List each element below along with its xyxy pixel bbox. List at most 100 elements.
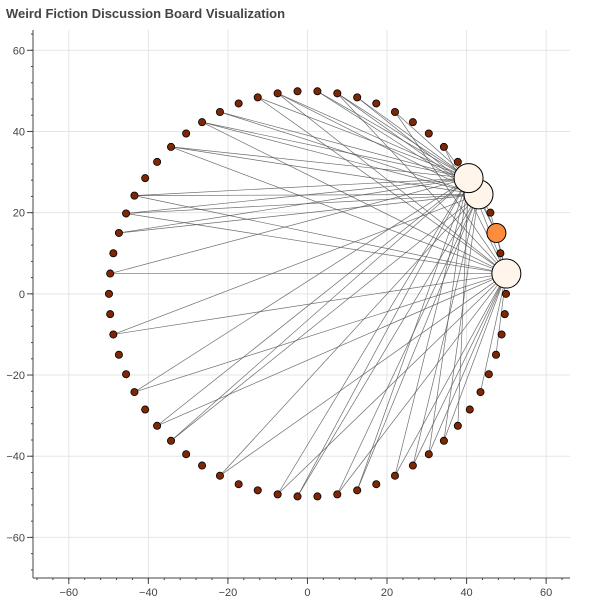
edge-line (428, 273, 507, 455)
node-point (453, 157, 462, 166)
node-point (353, 486, 362, 495)
edge-line (110, 177, 469, 274)
edge-line (336, 194, 479, 495)
node-point (122, 370, 131, 379)
node-point (408, 461, 417, 470)
edge-line (113, 194, 479, 335)
node-point (130, 388, 139, 397)
node-point (424, 450, 433, 459)
x-tick-label: −40 (139, 587, 158, 599)
node-point (104, 289, 113, 298)
node-point (313, 87, 322, 96)
node-point (293, 492, 302, 501)
node-point (496, 249, 505, 258)
x-tick-label: −60 (59, 587, 78, 599)
node-point (491, 258, 522, 289)
node-point (390, 107, 399, 116)
edge-line (317, 90, 469, 179)
edge-line (443, 146, 507, 274)
node-point (273, 89, 282, 98)
node-point (122, 209, 131, 218)
node-point (253, 486, 262, 495)
node-point (167, 142, 176, 151)
edge-line (219, 194, 479, 476)
y-tick-label: 40 (13, 126, 25, 138)
y-tick-label: −60 (6, 532, 25, 544)
edge-line (257, 97, 469, 179)
node-point (424, 129, 433, 138)
node-point (501, 289, 510, 298)
node-point (372, 99, 381, 108)
edge-line (412, 194, 479, 466)
node-point (198, 461, 207, 470)
node-point (114, 350, 123, 359)
edge-line (412, 273, 507, 466)
edge-line (134, 177, 469, 196)
edge-line (277, 93, 469, 179)
node-point (182, 129, 191, 138)
node-point (198, 118, 207, 127)
node-point (500, 310, 509, 319)
node-point (313, 492, 322, 501)
edge-line (170, 194, 479, 442)
x-tick-label: 40 (460, 587, 472, 599)
node-point (106, 310, 115, 319)
node-point (215, 107, 224, 116)
node-point (106, 269, 115, 278)
chart-title: Weird Fiction Discussion Board Visualiza… (6, 6, 286, 21)
edge-line (134, 195, 507, 274)
node-point (141, 405, 150, 414)
edge-line (170, 177, 469, 442)
axis-layer: −60 −40 −20 0 20 40 60 60 40 20 0 −20 −40 −60 (6, 30, 570, 599)
node-point (439, 142, 448, 151)
edge-line (201, 121, 469, 179)
edge-line (457, 178, 469, 426)
x-tick-label: 0 (304, 587, 310, 599)
node-point (453, 421, 462, 430)
edge-line (170, 146, 469, 179)
node-point (497, 330, 506, 339)
node-point (372, 480, 381, 489)
edge-line (337, 273, 507, 495)
x-tick-label: −20 (219, 587, 238, 599)
edge-line (394, 111, 469, 179)
edge-line (201, 121, 479, 195)
edge-line (356, 178, 469, 491)
y-tick-label: −20 (6, 370, 25, 382)
node-point (465, 405, 474, 414)
node-point (114, 228, 123, 237)
edge-line (201, 121, 507, 274)
node-point (439, 436, 448, 445)
x-tick-label: 60 (540, 587, 552, 599)
edge-line (317, 91, 479, 195)
edge-line (394, 178, 469, 476)
y-tick-label: 20 (13, 208, 25, 220)
node-point (130, 191, 139, 200)
node-point (486, 208, 495, 217)
node-point (182, 450, 191, 459)
node-point (253, 93, 262, 102)
node-point (390, 471, 399, 480)
edge-line (156, 177, 469, 427)
node-point (153, 421, 162, 430)
edge-line (337, 93, 507, 274)
node-point (408, 118, 417, 127)
edge-line (443, 194, 479, 441)
node-point (234, 480, 243, 489)
node-point (476, 388, 485, 397)
node-point (141, 174, 150, 183)
node-layer (104, 87, 522, 501)
edge-line (337, 93, 469, 179)
node-point (353, 93, 362, 102)
node-point (109, 249, 118, 258)
edge-layer (110, 90, 507, 497)
edge-line (297, 177, 469, 497)
edge-line (277, 93, 507, 274)
node-point (293, 87, 302, 96)
node-point (167, 436, 176, 445)
edge-line (277, 273, 507, 495)
node-point (215, 471, 224, 480)
edge-line (156, 273, 507, 427)
edge-line (118, 194, 479, 234)
